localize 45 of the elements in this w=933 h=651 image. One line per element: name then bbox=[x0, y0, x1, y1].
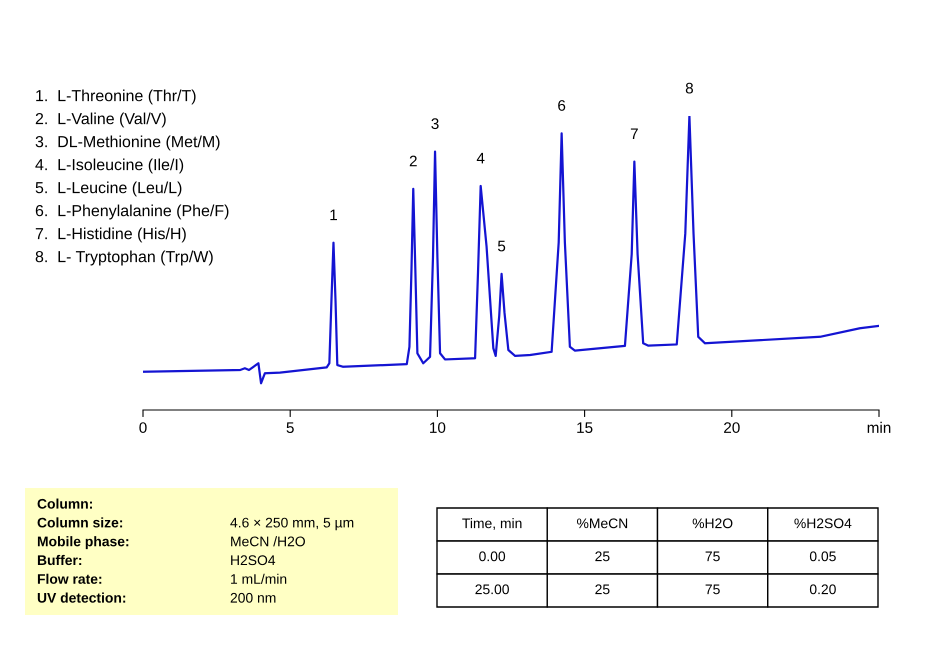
text: 1. L-Threonine (Thr/T) bbox=[36, 90, 196, 104]
annotation: 3. DL-Methionine (Met/M) bbox=[36, 136, 220, 150]
annotation: 5 bbox=[498, 240, 506, 252]
text: UV detection: bbox=[38, 592, 126, 603]
x-tick-label: min bbox=[868, 422, 890, 433]
text: 25 bbox=[595, 551, 610, 562]
text: %H2SO4 bbox=[794, 518, 852, 528]
annotation: 6 bbox=[558, 100, 566, 111]
x-tick-label: 0 bbox=[139, 422, 147, 434]
text: 200 nm bbox=[230, 592, 276, 603]
text: Flow rate: bbox=[38, 574, 102, 584]
annotation: 8 bbox=[686, 82, 693, 94]
x-tick-label: 10 bbox=[430, 422, 446, 434]
text: 25 bbox=[595, 584, 610, 594]
annotation: 7. L-Histidine (His/H) bbox=[36, 228, 186, 242]
text: H2SO4 bbox=[231, 555, 276, 566]
text: %H2O bbox=[692, 518, 732, 528]
annotation: 2 bbox=[410, 156, 417, 166]
annotation: 3 bbox=[431, 118, 439, 130]
text: %MeCN bbox=[577, 518, 628, 528]
annotation: 8. L- Tryptophan (Trp/W) bbox=[36, 250, 213, 266]
text: Column size: bbox=[38, 517, 122, 528]
annotation: 5. L-Leucine (Leu/L) bbox=[36, 182, 182, 196]
text: MeCN /H2O bbox=[231, 536, 305, 546]
text: 75 bbox=[706, 584, 720, 594]
text: Mobile phase: bbox=[38, 536, 128, 550]
annotation: 1 bbox=[330, 210, 337, 220]
text: Column: bbox=[38, 498, 92, 509]
text: 4.6 × 250 mm, 5 µm bbox=[230, 518, 354, 530]
text: 0.05 bbox=[810, 551, 836, 562]
annotation: 4. L-Isoleucine (Ile/I) bbox=[35, 158, 184, 174]
x-tick-label: 20 bbox=[724, 422, 740, 434]
annotation: 4 bbox=[476, 152, 484, 164]
text: Time, min bbox=[462, 518, 522, 530]
annotation: 7 bbox=[630, 128, 638, 139]
text: 1 mL/min bbox=[231, 574, 286, 584]
text: 0.20 bbox=[810, 584, 836, 594]
text: Buffer: bbox=[38, 554, 82, 566]
text: 0.00 bbox=[479, 551, 506, 562]
x-tick-label: 15 bbox=[577, 422, 592, 434]
text: 25.00 bbox=[475, 584, 509, 594]
annotation: 2. L-Valine (Val/V) bbox=[36, 112, 166, 128]
x-tick-label: 5 bbox=[286, 422, 294, 434]
text: 75 bbox=[706, 552, 720, 562]
annotation: 6. L-Phenylalanine (Phe/F) bbox=[36, 204, 228, 220]
